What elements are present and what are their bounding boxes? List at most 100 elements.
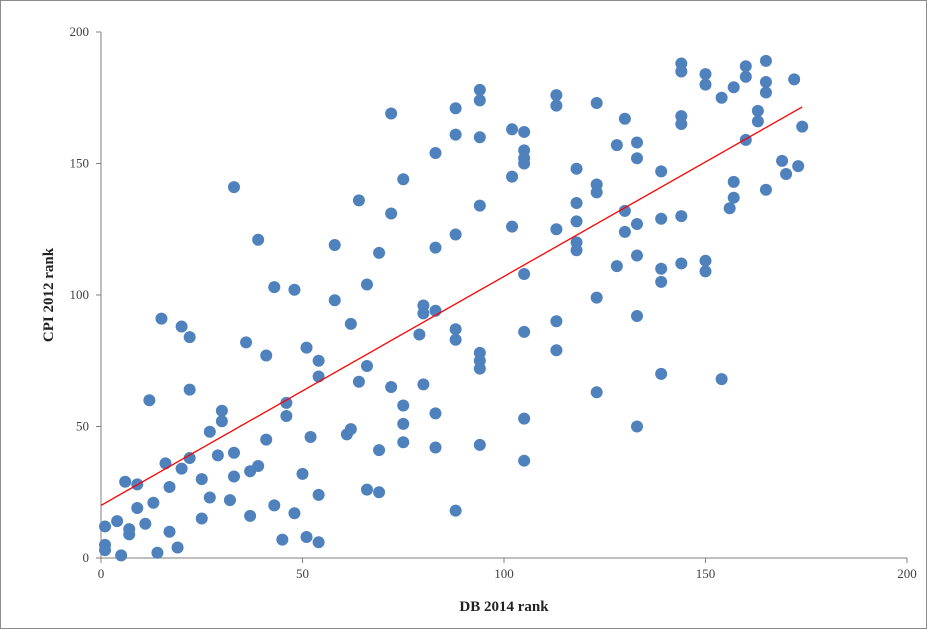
data-point [280, 396, 293, 409]
data-point [111, 515, 124, 528]
data-point [630, 152, 643, 165]
data-point [590, 186, 603, 199]
data-point [183, 331, 196, 344]
y-axis-title: CPI 2012 rank [41, 247, 57, 342]
data-point [449, 504, 462, 517]
data-point [300, 341, 313, 354]
data-point [312, 354, 325, 367]
data-point [630, 420, 643, 433]
data-point [610, 260, 623, 273]
data-point [518, 454, 531, 467]
data-point [344, 317, 357, 330]
data-point [373, 486, 386, 499]
data-point [344, 423, 357, 436]
data-point [675, 257, 688, 270]
data-point [227, 470, 240, 483]
data-point [260, 349, 273, 362]
data-point [630, 136, 643, 149]
data-point [163, 525, 176, 538]
data-point [223, 494, 236, 507]
data-point [385, 207, 398, 220]
data-point [155, 312, 168, 325]
data-point [570, 215, 583, 228]
data-point [163, 480, 176, 493]
trendline [100, 106, 803, 506]
data-point [159, 457, 172, 470]
data-point [288, 283, 301, 296]
y-tick-label: 0 [83, 550, 90, 565]
data-point [655, 367, 668, 380]
data-point [143, 394, 156, 407]
data-point [429, 407, 442, 420]
data-point [195, 512, 208, 525]
data-point [739, 60, 752, 73]
data-point [211, 449, 224, 462]
data-point [618, 204, 631, 217]
data-point [675, 65, 688, 78]
data-point [397, 417, 410, 430]
data-point [312, 536, 325, 549]
data-point [759, 54, 772, 67]
data-point [385, 381, 398, 394]
x-tick-label: 100 [494, 566, 514, 581]
data-point [147, 496, 160, 509]
data-point [727, 191, 740, 204]
data-point [630, 249, 643, 262]
data-point [244, 509, 257, 522]
data-point [151, 546, 164, 559]
data-point [260, 433, 273, 446]
data-point [655, 262, 668, 275]
data-point [373, 246, 386, 259]
data-point [195, 473, 208, 486]
data-point [449, 333, 462, 346]
data-point [518, 412, 531, 425]
data-point [550, 89, 563, 102]
data-point [792, 160, 805, 173]
data-point [296, 467, 309, 480]
data-point [473, 438, 486, 451]
data-point [727, 81, 740, 94]
data-point [215, 415, 228, 428]
data-point [417, 307, 430, 320]
data-point [171, 541, 184, 554]
data-point [449, 102, 462, 115]
x-tick-label: 0 [98, 566, 105, 581]
data-point [203, 491, 216, 504]
data-point [429, 441, 442, 454]
data-point [759, 75, 772, 88]
data-point [252, 459, 265, 472]
data-point [449, 323, 462, 336]
data-point [699, 265, 712, 278]
data-point [715, 91, 728, 104]
data-point [473, 94, 486, 107]
data-point [699, 254, 712, 267]
data-point [352, 194, 365, 207]
data-point [397, 436, 410, 449]
data-point [115, 549, 128, 562]
data-point [312, 370, 325, 383]
data-points [99, 54, 809, 562]
data-point [252, 233, 265, 246]
data-point [655, 212, 668, 225]
data-point [518, 157, 531, 170]
data-point [227, 181, 240, 194]
data-point [759, 183, 772, 196]
data-point [268, 499, 281, 512]
data-point [288, 507, 301, 520]
data-point [699, 68, 712, 81]
data-point [99, 544, 112, 557]
data-point [183, 452, 196, 465]
x-tick-label: 50 [296, 566, 309, 581]
x-tick-label: 150 [696, 566, 716, 581]
data-point [780, 168, 793, 181]
data-point [473, 131, 486, 144]
data-point [699, 78, 712, 91]
data-point [276, 533, 289, 546]
data-point [183, 383, 196, 396]
data-point [123, 528, 136, 541]
data-point [751, 115, 764, 128]
data-point [449, 128, 462, 141]
data-point [99, 520, 112, 533]
